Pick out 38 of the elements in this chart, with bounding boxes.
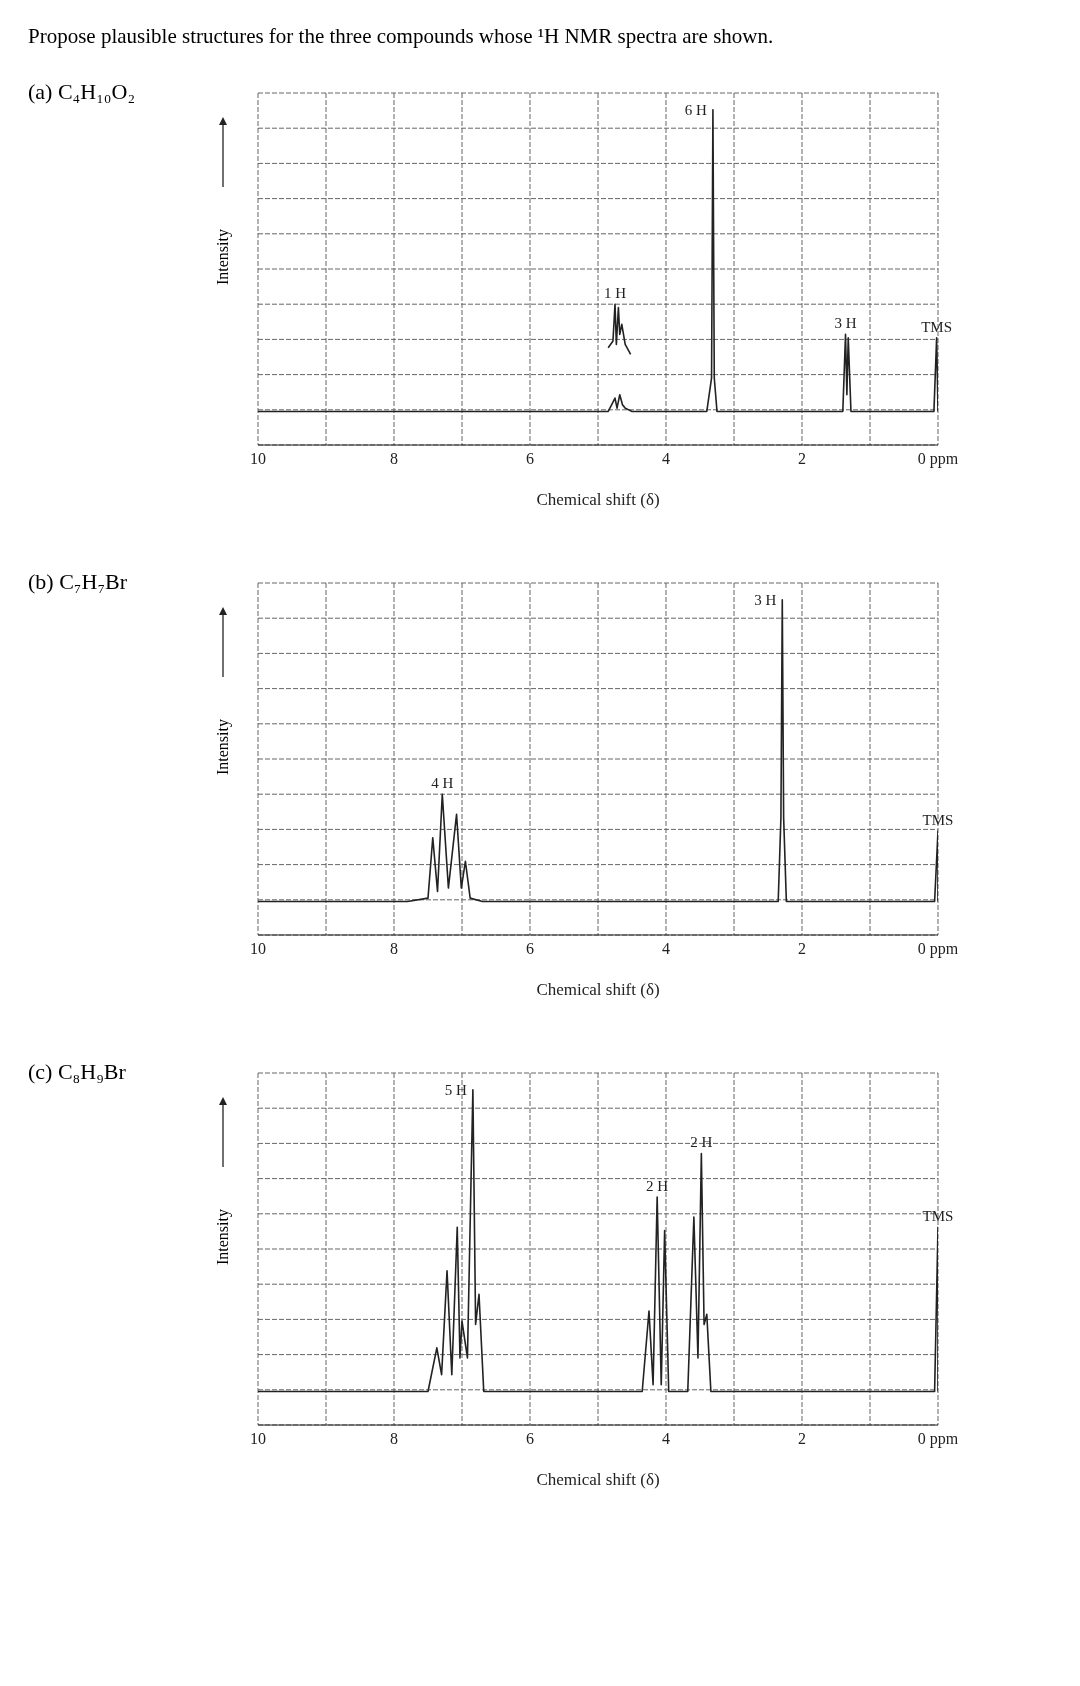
- annotation: 1 H: [603, 285, 627, 302]
- x-tick-label: 8: [390, 940, 398, 958]
- text: (c) C₈H₉Br: [28, 1059, 126, 1085]
- x-tick-label: 6: [526, 1430, 534, 1448]
- annotation: 6 H: [684, 102, 708, 119]
- x-tick-label: 0 ppm: [917, 940, 959, 959]
- y-axis-title: Intensity: [214, 229, 232, 285]
- y-axis-title: Intensity: [214, 719, 232, 775]
- x-tick-label: 8: [390, 450, 398, 468]
- x-tick-label: 0 ppm: [917, 1430, 959, 1449]
- annotation: TMS: [922, 812, 954, 829]
- annotation: TMS: [921, 318, 953, 335]
- text: (a) C₄H₁₀O₂: [28, 79, 136, 105]
- x-tick-label: 6: [526, 450, 534, 468]
- x-axis-title: Chemical shift (δ): [536, 490, 660, 509]
- annotation: 5 H: [444, 1082, 468, 1099]
- x-tick-label: 10: [250, 1430, 266, 1448]
- x-tick-label: 10: [250, 450, 266, 468]
- x-axis-title: Chemical shift (δ): [536, 980, 660, 999]
- x-tick-label: 4: [662, 450, 670, 468]
- x-tick-label: 2: [798, 1430, 806, 1448]
- text: (b) C₇H₇Br: [28, 569, 128, 595]
- annotation: 3 H: [834, 315, 857, 332]
- x-tick-label: 6: [526, 940, 534, 958]
- x-tick-label: 2: [798, 450, 806, 468]
- x-tick-label: 4: [662, 1430, 670, 1448]
- annotation: 2 H: [646, 1178, 669, 1195]
- x-tick-label: 10: [250, 940, 266, 958]
- annotation: TMS: [922, 1208, 954, 1225]
- x-tick-label: 8: [390, 1430, 398, 1448]
- x-axis-title: Chemical shift (δ): [536, 1470, 660, 1489]
- x-tick-label: 4: [662, 940, 670, 958]
- x-tick-label: 0 ppm: [917, 450, 959, 469]
- annotation: 3 H: [754, 592, 777, 609]
- x-tick-label: 2: [798, 940, 806, 958]
- y-axis-title: Intensity: [214, 1209, 232, 1265]
- annotation: 4 H: [431, 775, 454, 792]
- chart-title: Propose plausible structures for the three compounds whose ¹H NMR spectra are shown.: [27, 23, 775, 50]
